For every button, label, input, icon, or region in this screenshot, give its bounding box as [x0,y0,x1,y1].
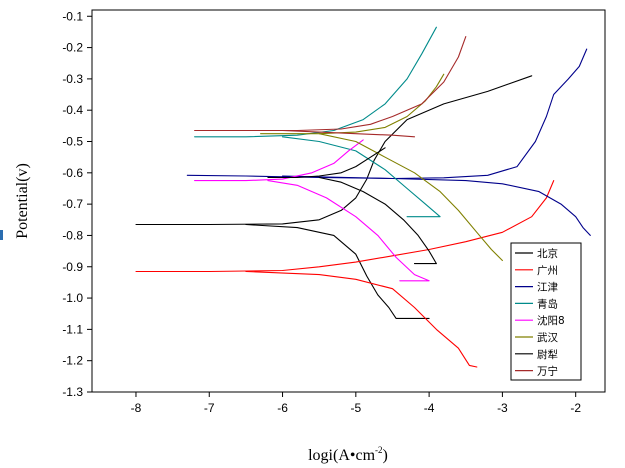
series-line-1-cathodic [245,270,478,368]
legend-label-2: 江津 [537,282,558,294]
series-line-4-anodic [194,139,364,182]
y-tick-label: -0.9 [62,260,83,274]
series-line-1-anodic [135,180,555,273]
y-tick-label: -1.3 [62,385,83,399]
left-edge-marker [0,230,3,240]
y-tick-label: -0.5 [62,135,83,149]
y-axis-label: Potential(v) [14,163,31,239]
series-line-6-anodic [267,147,386,179]
legend-label-4: 沈阳8 [537,314,565,327]
y-tick-label: -0.3 [62,72,83,86]
series-line-3-anodic [194,26,437,138]
series-line-2-cathodic [281,175,591,236]
series-line-4-cathodic [267,180,430,282]
x-tick-label: -3 [497,401,508,415]
x-axis-ticks: -8 -7 -6 -5 -4 -3 -2 [131,392,581,415]
legend-label-3: 青岛 [537,297,558,310]
legend-label-5: 武汉 [537,331,558,344]
series-line-3-cathodic [281,136,441,218]
x-tick-label: -2 [570,401,581,415]
legend-label-7: 万宁 [537,365,558,378]
x-tick-label: -6 [277,401,288,415]
y-tick-label: -1.0 [62,291,83,305]
x-tick-label: -8 [131,401,142,415]
y-tick-label: -1.2 [62,354,83,368]
series-curves [135,26,591,368]
x-axis-label: logi(A•cm-2) [308,445,388,464]
y-tick-label: -0.6 [62,166,83,180]
legend-label-0: 北京 [537,247,558,260]
y-tick-label: -0.8 [62,228,83,242]
series-line-5-cathodic [318,133,503,262]
series-line-0-cathodic [245,223,430,319]
x-tick-label: -7 [204,401,215,415]
y-tick-label: -1.1 [62,322,83,336]
legend-label-1: 广州 [537,265,558,277]
y-tick-label: -0.4 [62,103,83,117]
series-line-0-anodic [135,75,533,226]
y-tick-label: -0.1 [62,9,83,23]
legend-box [510,242,582,381]
series-line-7-cathodic [281,129,416,138]
series-line-5-anodic [260,73,445,135]
series-line-7-anodic [194,36,467,132]
x-tick-label: -5 [350,401,361,415]
series-line-6-cathodic [318,176,437,265]
x-tick-label: -4 [424,401,435,415]
legend-label-6: 尉犁 [537,348,558,361]
y-tick-label: -0.2 [62,41,83,55]
y-axis-ticks: -0.1 -0.2 -0.3 -0.4 -0.5 -0.6 -0.7 -0.8 -0.9 -1.0… [62,9,92,399]
y-tick-label: -0.7 [62,197,83,211]
